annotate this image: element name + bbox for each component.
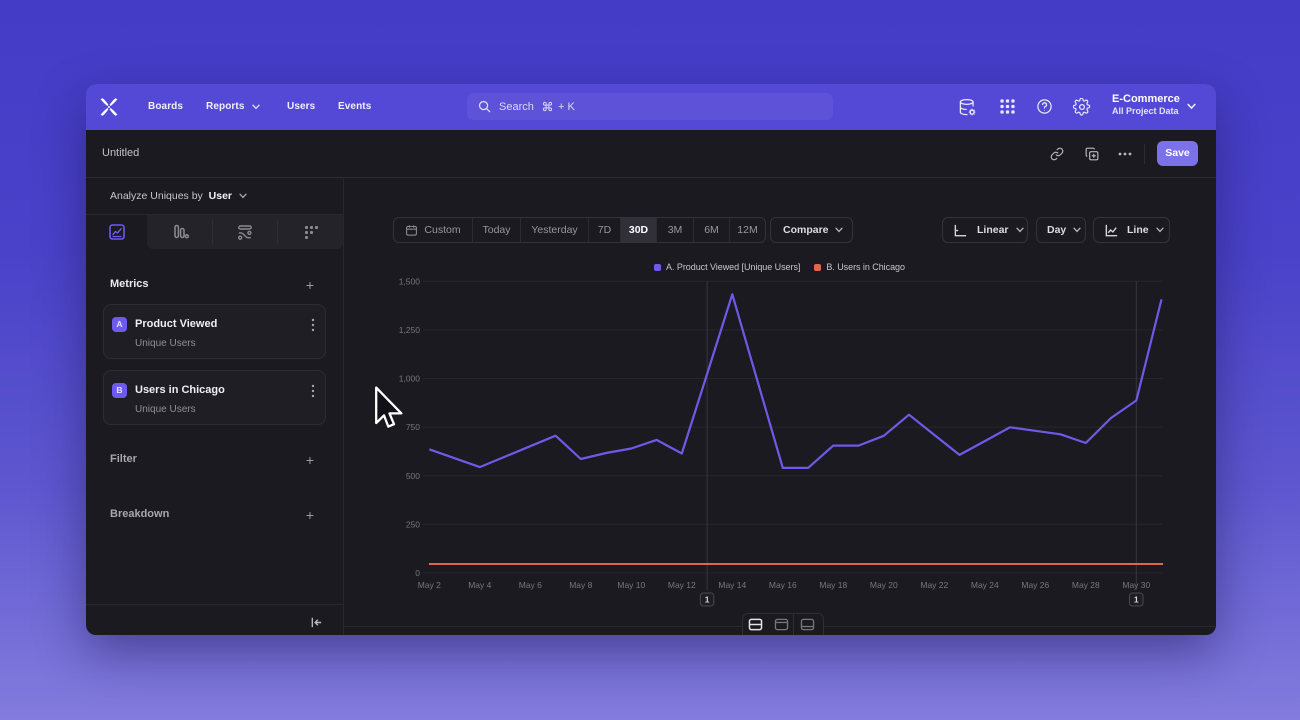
svg-text:1,250: 1,250 xyxy=(399,325,421,335)
svg-text:May 22: May 22 xyxy=(920,580,948,590)
svg-text:May 14: May 14 xyxy=(718,580,746,590)
svg-text:1: 1 xyxy=(705,595,710,605)
svg-text:250: 250 xyxy=(406,519,420,529)
svg-text:May 12: May 12 xyxy=(668,580,696,590)
svg-text:750: 750 xyxy=(406,422,420,432)
svg-text:May 8: May 8 xyxy=(569,580,592,590)
svg-text:May 20: May 20 xyxy=(870,580,898,590)
svg-text:May 16: May 16 xyxy=(769,580,797,590)
svg-text:May 24: May 24 xyxy=(971,580,999,590)
svg-text:0: 0 xyxy=(415,568,420,578)
svg-text:1,500: 1,500 xyxy=(399,276,421,286)
svg-text:May 28: May 28 xyxy=(1072,580,1100,590)
svg-text:May 10: May 10 xyxy=(617,580,645,590)
svg-text:May 2: May 2 xyxy=(418,580,441,590)
svg-text:May 26: May 26 xyxy=(1021,580,1049,590)
svg-text:May 6: May 6 xyxy=(519,580,542,590)
svg-text:May 18: May 18 xyxy=(819,580,847,590)
svg-text:May 30: May 30 xyxy=(1122,580,1150,590)
svg-text:May 4: May 4 xyxy=(468,580,491,590)
svg-text:1,000: 1,000 xyxy=(399,374,421,384)
svg-text:1: 1 xyxy=(1134,595,1139,605)
svg-text:500: 500 xyxy=(406,471,420,481)
